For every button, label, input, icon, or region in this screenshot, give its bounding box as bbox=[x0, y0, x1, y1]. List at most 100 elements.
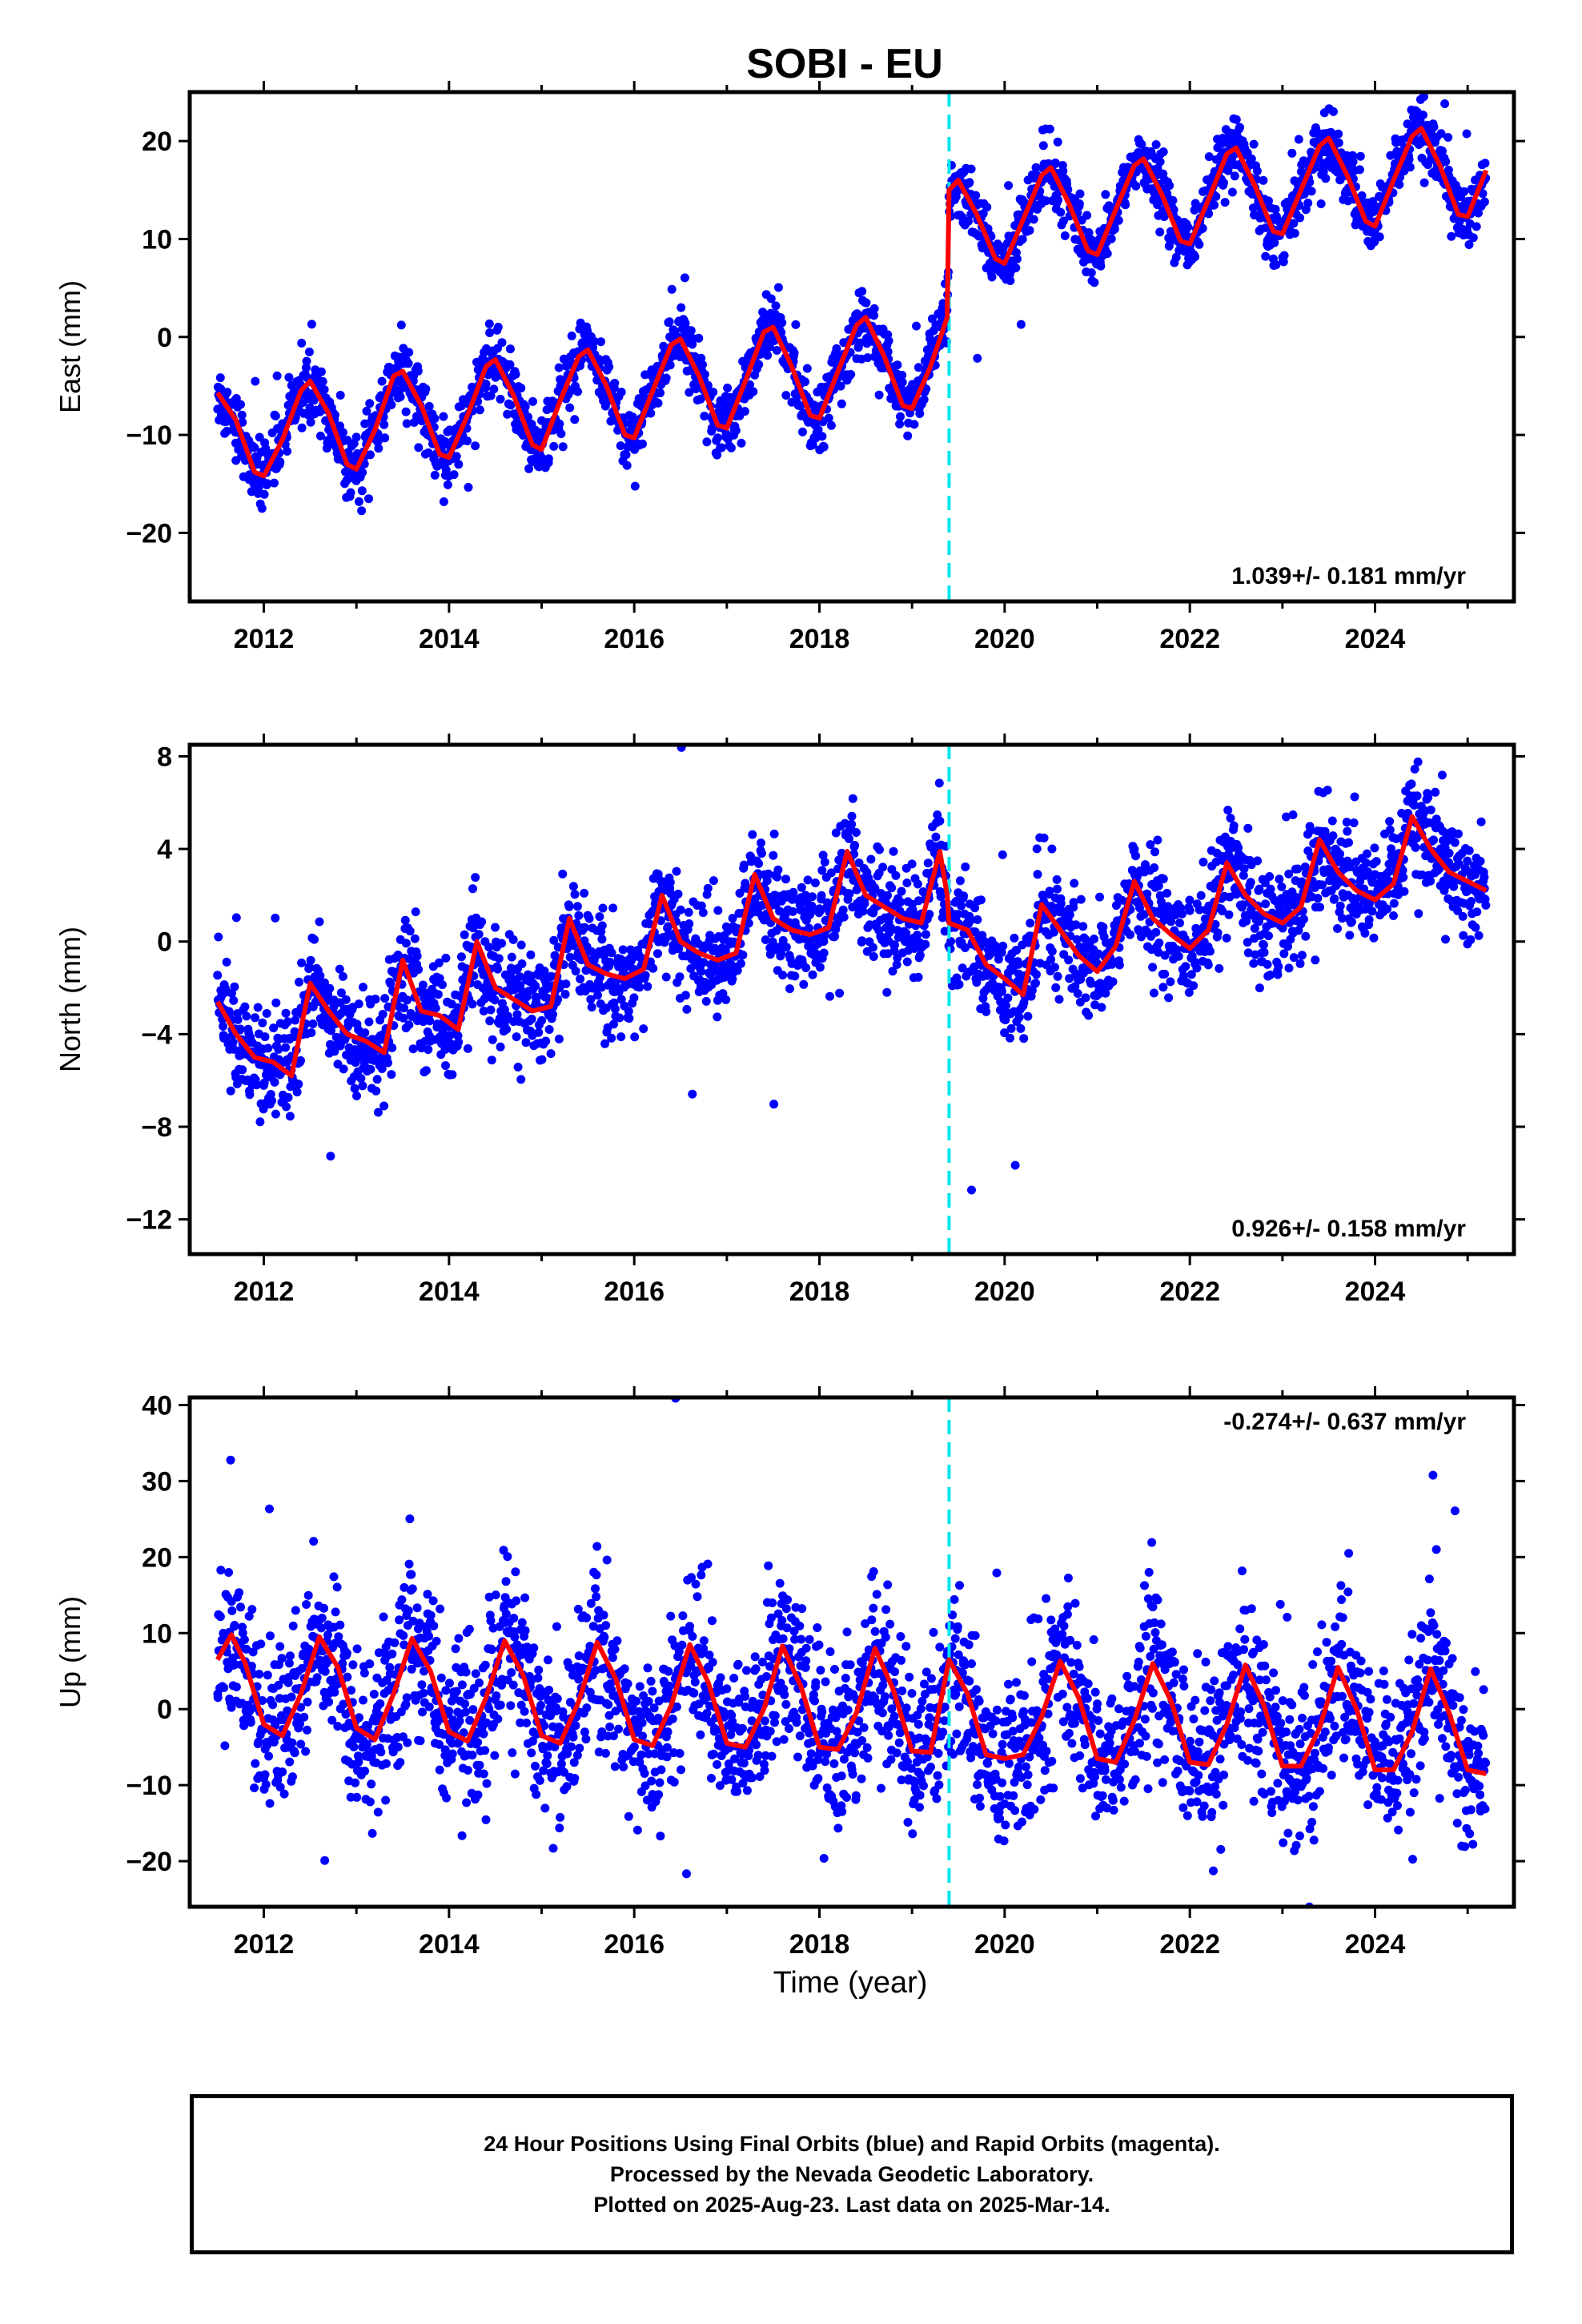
data-point bbox=[1343, 826, 1352, 836]
data-point bbox=[297, 339, 307, 348]
data-point bbox=[404, 359, 413, 368]
data-point bbox=[1286, 935, 1295, 944]
data-point bbox=[954, 979, 964, 989]
data-point bbox=[1154, 938, 1164, 947]
data-point bbox=[430, 414, 440, 424]
data-point bbox=[736, 959, 745, 968]
data-point bbox=[1065, 910, 1074, 919]
data-point bbox=[919, 395, 929, 404]
data-point bbox=[998, 850, 1007, 859]
data-point bbox=[1012, 946, 1022, 955]
data-point bbox=[1086, 979, 1096, 988]
data-point bbox=[1053, 137, 1062, 147]
data-point bbox=[1045, 124, 1054, 134]
data-point bbox=[1006, 1033, 1014, 1043]
data-point bbox=[1480, 197, 1489, 207]
data-point bbox=[607, 1033, 616, 1043]
data-point bbox=[1196, 891, 1206, 900]
data-point bbox=[372, 1075, 382, 1084]
data-point bbox=[901, 928, 911, 938]
data-point bbox=[1274, 962, 1283, 971]
data-point bbox=[1114, 960, 1124, 970]
data-point bbox=[508, 935, 518, 944]
data-point bbox=[728, 914, 737, 923]
data-point bbox=[1204, 152, 1214, 162]
data-point bbox=[824, 413, 833, 423]
data-point bbox=[1284, 963, 1294, 973]
data-point bbox=[1211, 857, 1221, 866]
data-point bbox=[294, 1080, 303, 1089]
observation-points bbox=[213, 745, 1491, 1195]
data-point bbox=[946, 937, 956, 946]
data-point bbox=[804, 923, 813, 933]
data-point bbox=[765, 342, 774, 352]
data-point bbox=[1443, 133, 1453, 142]
data-point bbox=[1282, 812, 1291, 822]
data-point bbox=[772, 346, 781, 355]
data-point bbox=[424, 1045, 433, 1055]
data-point bbox=[604, 362, 614, 372]
data-point bbox=[622, 460, 632, 470]
data-point bbox=[673, 889, 683, 899]
data-point bbox=[231, 913, 241, 923]
data-point bbox=[608, 903, 618, 913]
data-point bbox=[781, 875, 790, 884]
data-point bbox=[315, 431, 325, 440]
data-point bbox=[408, 1044, 418, 1054]
data-point bbox=[1082, 211, 1092, 220]
data-point bbox=[1480, 159, 1490, 168]
data-point bbox=[1323, 786, 1332, 795]
data-point bbox=[512, 1032, 521, 1042]
data-point bbox=[1139, 910, 1149, 919]
data-point bbox=[229, 995, 239, 1005]
data-point bbox=[439, 497, 448, 506]
data-point bbox=[271, 998, 281, 1007]
data-point bbox=[449, 470, 459, 480]
data-point bbox=[1006, 1023, 1016, 1033]
data-point bbox=[598, 903, 608, 913]
data-point bbox=[965, 178, 974, 187]
data-point bbox=[425, 1016, 435, 1026]
data-point bbox=[431, 1003, 440, 1013]
data-point bbox=[694, 333, 704, 343]
data-point bbox=[1155, 157, 1165, 167]
data-point bbox=[921, 939, 930, 949]
data-point bbox=[624, 1007, 633, 1016]
data-point bbox=[761, 935, 770, 944]
data-point bbox=[1032, 844, 1042, 854]
data-point bbox=[1010, 933, 1019, 943]
data-point bbox=[1259, 175, 1268, 185]
data-point bbox=[817, 891, 826, 900]
data-point bbox=[773, 283, 783, 292]
data-point bbox=[1086, 268, 1096, 277]
data-point bbox=[351, 432, 361, 442]
data-point bbox=[762, 876, 772, 886]
y-tick-label: −10 bbox=[126, 420, 172, 451]
data-point bbox=[1178, 909, 1186, 919]
data-point bbox=[568, 882, 578, 891]
data-point bbox=[484, 943, 494, 952]
data-point bbox=[961, 862, 970, 871]
data-point bbox=[1171, 252, 1181, 262]
data-point bbox=[555, 419, 564, 428]
data-point bbox=[1284, 869, 1294, 879]
data-point bbox=[360, 1028, 370, 1038]
data-point bbox=[698, 908, 708, 918]
data-point bbox=[1039, 833, 1049, 842]
data-point bbox=[607, 948, 616, 958]
data-point bbox=[913, 363, 923, 372]
data-point bbox=[554, 1034, 564, 1043]
data-point bbox=[261, 444, 271, 453]
data-point bbox=[1050, 158, 1060, 167]
data-point bbox=[1226, 814, 1235, 823]
data-point bbox=[1260, 878, 1270, 887]
data-point bbox=[883, 891, 892, 900]
data-point bbox=[374, 444, 383, 453]
data-point bbox=[801, 963, 811, 972]
data-point bbox=[399, 1013, 408, 1023]
data-point bbox=[441, 1061, 450, 1071]
data-point bbox=[596, 972, 604, 982]
data-point bbox=[250, 443, 259, 452]
data-point bbox=[378, 1010, 387, 1019]
data-point bbox=[1003, 993, 1013, 1003]
